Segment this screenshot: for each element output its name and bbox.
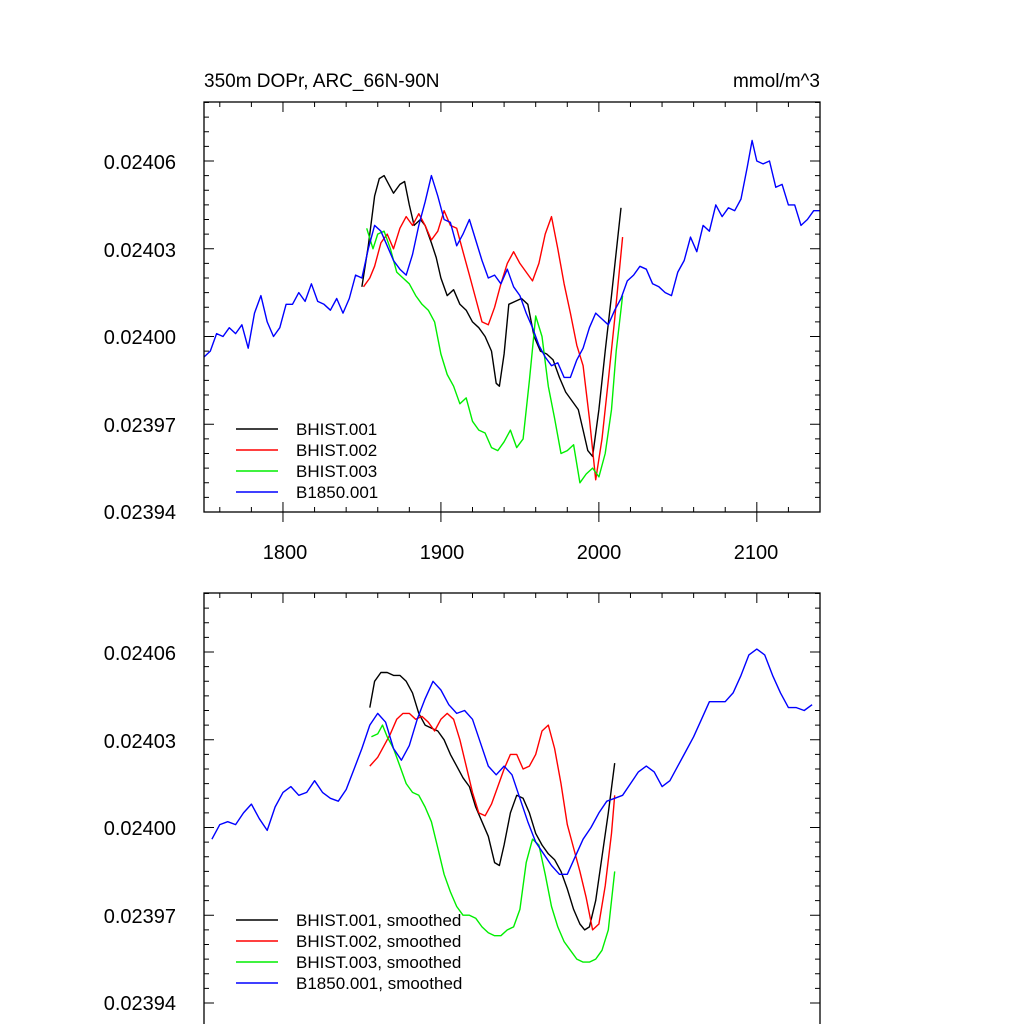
series-line (366, 228, 624, 484)
legend: BHIST.001 BHIST.002 BHIST.003 B1850.001 (296, 420, 378, 502)
chart-title: 350m DOPr, ARC_66N-90N (204, 71, 440, 92)
series-line (361, 174, 622, 458)
x-tick-label: 1900 (420, 542, 465, 564)
units-label: mmol/m^3 (733, 71, 820, 92)
series-line (371, 724, 616, 963)
y-tick-label: 0.02394 (104, 502, 176, 524)
legend-label: BHIST.003 (296, 462, 377, 481)
legend-label: BHIST.001, smoothed (296, 911, 461, 930)
y-tick-label: 0.02394 (104, 993, 176, 1015)
axis-ticks (204, 102, 821, 522)
series-line (369, 712, 616, 931)
series-line (211, 648, 813, 875)
plot-frame (203, 592, 821, 1024)
x-tick-label: 2100 (734, 542, 779, 564)
series-lines (211, 648, 813, 984)
legend-label: BHIST.002 (296, 441, 377, 460)
y-tick-label: 0.02397 (104, 415, 176, 437)
x-tick-label: 2000 (577, 542, 622, 564)
y-tick-label: 0.02403 (104, 240, 176, 262)
axis-ticks (204, 593, 821, 1004)
y-tick-label: 0.02406 (104, 643, 176, 665)
y-tick-labels: 0.02406 0.02403 0.02400 0.02397 0.02394 (104, 643, 176, 1015)
y-tick-labels: 0.02406 0.02403 0.02400 0.02397 0.02394 (104, 152, 176, 524)
x-tick-label: 1800 (263, 542, 308, 564)
x-tick-labels: 1800 1900 2000 2100 (263, 542, 779, 564)
legend-label: BHIST.001 (296, 420, 377, 439)
series-line (362, 209, 624, 481)
legend-label: BHIST.003, smoothed (296, 953, 461, 972)
legend: BHIST.001, smoothed BHIST.002, smoothed … (296, 911, 462, 993)
legend-label: BHIST.002, smoothed (296, 932, 461, 951)
y-tick-label: 0.02406 (104, 152, 176, 174)
series-lines (203, 139, 820, 493)
legend-label: B1850.001 (296, 483, 378, 502)
series-line (203, 139, 820, 379)
top-panel: 350m DOPr, ARC_66N-90N mmol/m^3 0.02406 … (104, 71, 821, 564)
series-line (369, 671, 616, 931)
y-tick-label: 0.02400 (104, 327, 176, 349)
legend-label: B1850.001, smoothed (296, 974, 462, 993)
y-tick-label: 0.02397 (104, 906, 176, 928)
y-tick-label: 0.02403 (104, 731, 176, 753)
y-tick-label: 0.02400 (104, 818, 176, 840)
bottom-panel: 0.02406 0.02403 0.02400 0.02397 0.02394 … (104, 592, 821, 1024)
plot-frame (203, 101, 821, 513)
